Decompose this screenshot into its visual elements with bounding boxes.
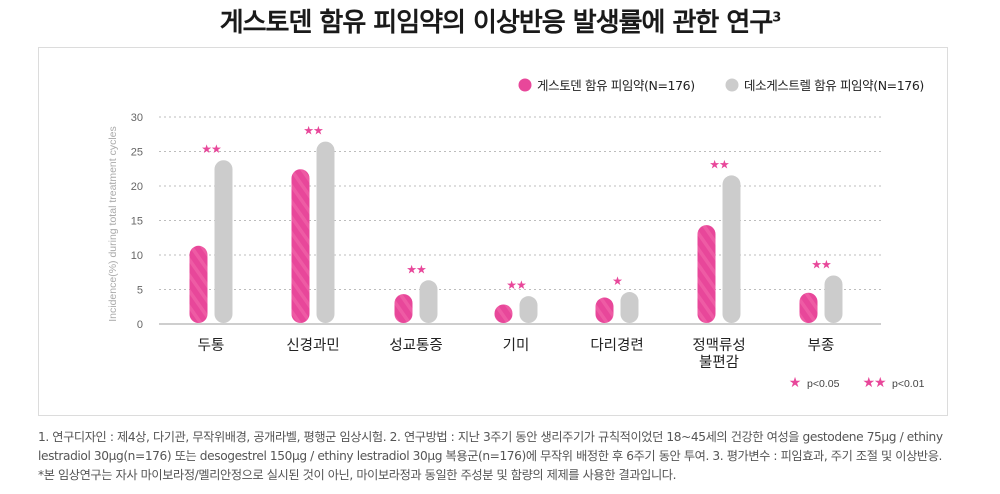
bar-desogestrel [722,175,741,323]
bar-desogestrel [824,275,843,323]
x-tick-label: 두통 [198,338,225,354]
significance-stars: ★ [612,274,622,288]
bar-desogestrel [214,160,233,323]
significance-stars: ★★ [811,257,831,271]
bar-gestodene [189,245,208,323]
significance-stars: ★★ [709,157,729,171]
bar-gestodene [494,304,513,323]
significance-stars: ★★ [506,278,526,292]
chart-panel: 0 5 10 15 20 25 30 Incidence(%) during total tr… [38,47,948,416]
legend-label-gestodene: 게스토덴 함유 피임약(N=176) [537,78,695,93]
bar-chart: 0 5 10 15 20 25 30 Incidence(%) during total tr… [107,78,925,391]
star-key-double-label: p<0.01 [892,378,925,390]
bar-gestodene [595,297,614,323]
star-key-single: ★ [789,375,802,391]
footnote-line: 1. 연구디자인 : 제4상, 다기관, 무작위배경, 공개라벨, 평행군 임상… [38,430,943,444]
bar-gestodene [799,292,818,323]
x-tick-label: 다리경련 [590,337,643,354]
x-tick-label: 부종 [808,338,835,354]
legend-label-desogestrel: 데소게스트렐 함유 피임약(N=176) [744,78,924,93]
page-title: 게스토덴 함유 피임약의 이상반응 발생률에 관한 연구3 [219,8,782,38]
y-axis-label: Incidence(%) during total treatment cycl… [107,126,119,322]
significance-stars: ★★ [303,124,323,138]
bar-gestodene [291,169,310,323]
x-tick-label: 기미 [503,337,530,354]
x-tick-label: 신경과민 [286,337,339,354]
legend-marker-desogestrel [725,78,739,92]
y-tick-label: 10 [131,250,143,262]
x-tick-label: 성교통증 [389,337,442,354]
y-tick-label: 5 [137,285,143,297]
footnote-line: *본 임상연구는 자사 마이보라정/멜리안정으로 실시된 것이 아닌, 마이보라… [38,468,677,482]
y-tick-label: 25 [131,147,143,159]
legend-marker-gestodene [518,78,532,92]
bar-desogestrel [519,296,538,323]
bar-gestodene [394,294,413,323]
y-tick-label: 20 [131,181,143,193]
star-key-double: ★★ [862,375,886,391]
y-tick-label: 0 [137,319,143,331]
bar-gestodene [697,225,716,323]
star-key-single-label: p<0.05 [807,378,840,390]
bar-desogestrel [620,292,639,323]
bar-desogestrel [419,280,438,323]
study-footnote: 1. 연구디자인 : 제4상, 다기관, 무작위배경, 공개라벨, 평행군 임상… [38,428,968,485]
significance-stars: ★★ [406,262,426,276]
bar-desogestrel [316,141,335,323]
y-tick-label: 30 [131,112,143,124]
footnote-line: lestradiol 30μg(n=176) 또는 desogestrel 15… [38,449,943,463]
y-tick-label: 15 [131,216,143,228]
significance-stars: ★★ [201,142,221,156]
x-tick-label: 정맥류성 불편감 [692,337,745,371]
